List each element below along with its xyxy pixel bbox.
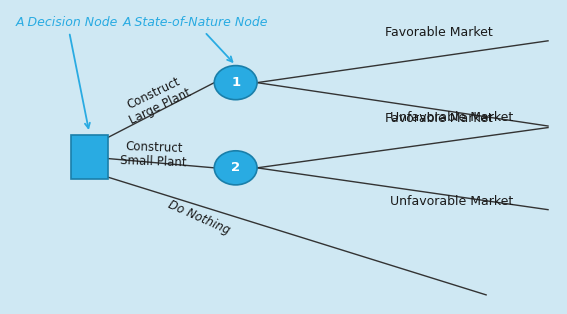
Text: A State-of-Nature Node: A State-of-Nature Node <box>123 16 269 62</box>
Text: Favorable Market: Favorable Market <box>385 26 493 39</box>
Text: Construct
Small Plant: Construct Small Plant <box>120 139 188 170</box>
Ellipse shape <box>214 151 257 185</box>
Text: A Decision Node: A Decision Node <box>16 16 119 128</box>
Text: Unfavorable Market: Unfavorable Market <box>391 111 514 124</box>
Text: Do Nothing: Do Nothing <box>166 198 232 237</box>
Text: 2: 2 <box>231 161 240 174</box>
Ellipse shape <box>214 66 257 100</box>
Text: 1: 1 <box>231 76 240 89</box>
Text: Construct
Large Plant: Construct Large Plant <box>121 73 193 127</box>
FancyBboxPatch shape <box>71 134 108 180</box>
Text: Favorable Market: Favorable Market <box>385 112 493 125</box>
Text: Unfavorable Market: Unfavorable Market <box>391 194 514 208</box>
